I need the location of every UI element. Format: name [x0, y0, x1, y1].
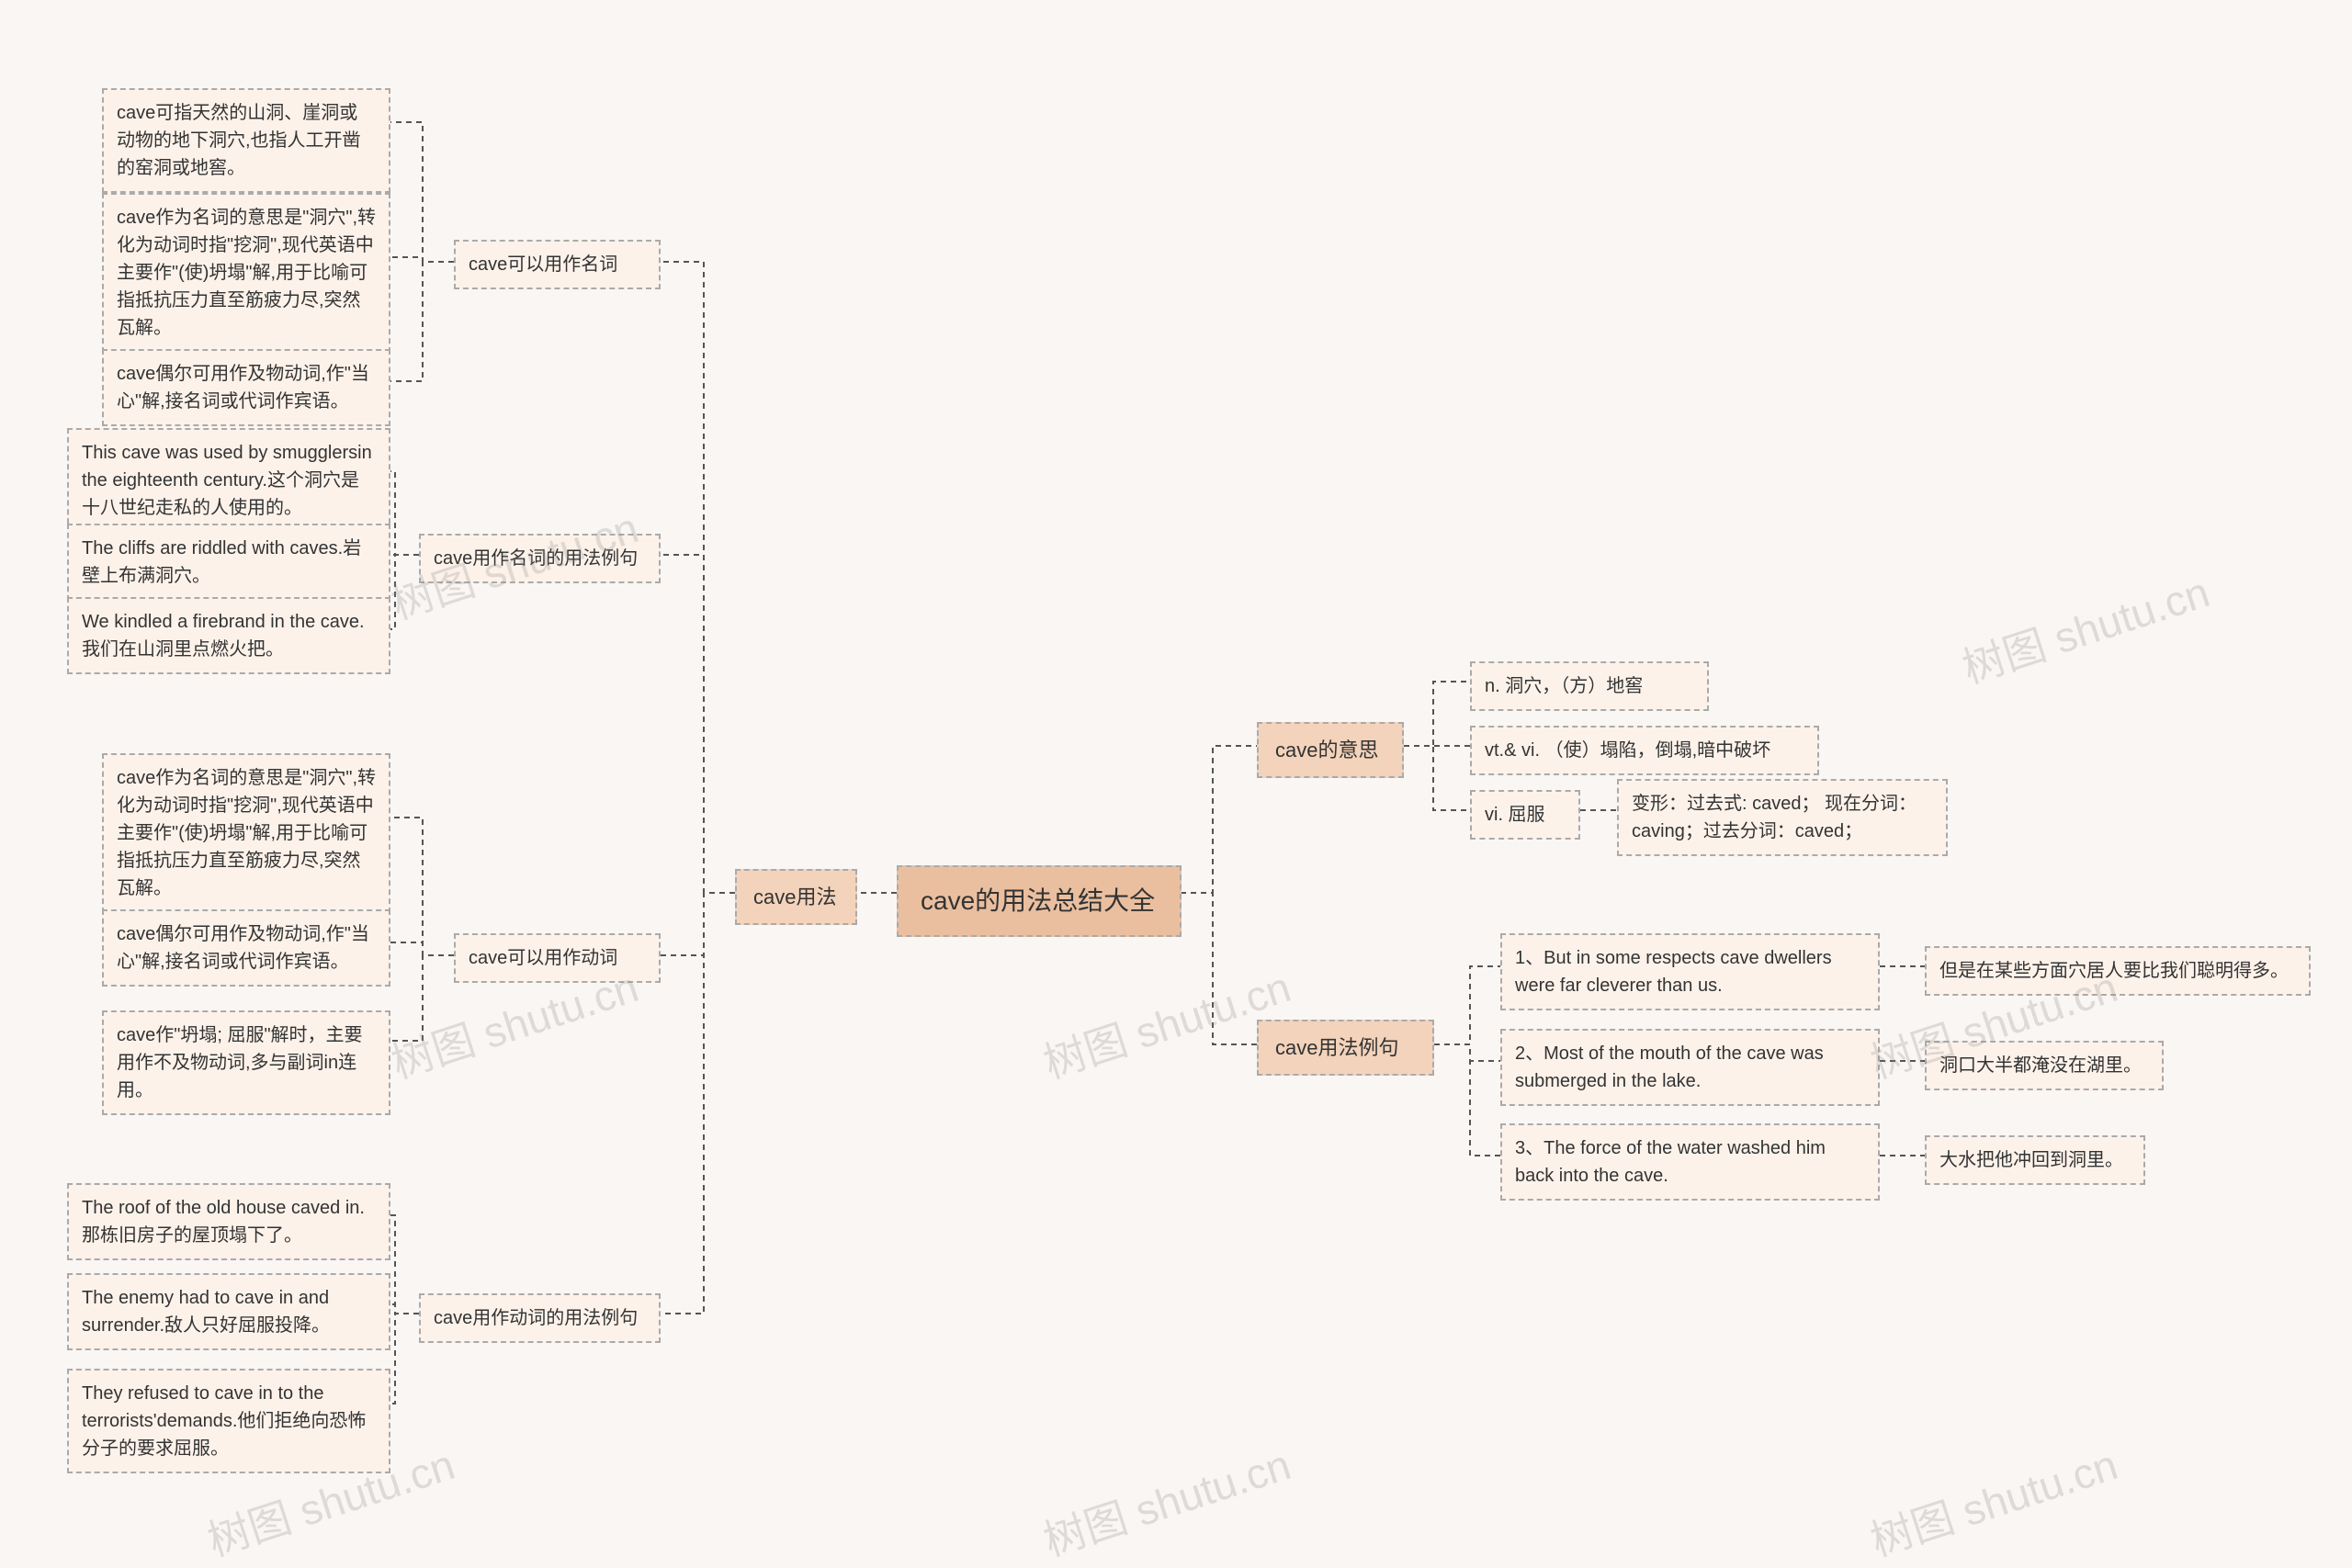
as-noun-1: cave可指天然的山洞、崖洞或动物的地下洞穴,也指人工开凿的窑洞或地窖。	[102, 88, 390, 193]
branch-usage[interactable]: cave用法	[735, 869, 857, 925]
verb-ex-2: The enemy had to cave in and surrender.敌…	[67, 1273, 390, 1350]
watermark: 树图 shutu.cn	[1862, 1432, 2124, 1568]
mindmap-canvas: cave的用法总结大全 cave的意思 n. 洞穴，（方）地窖 vt.& vi.…	[0, 0, 2352, 1507]
example-s1: 1、But in some respects cave dwellers wer…	[1500, 933, 1880, 1010]
noun-ex-3: We kindled a firebrand in the cave.我们在山洞…	[67, 597, 390, 674]
branch-meaning[interactable]: cave的意思	[1257, 722, 1404, 778]
example-s2: 2、Most of the mouth of the cave was subm…	[1500, 1029, 1880, 1106]
meaning-vi: vi. 屈服	[1470, 790, 1580, 840]
as-verb-1: cave作为名词的意思是"洞穴",转化为动词时指"挖洞",现代英语中主要作"(使…	[102, 753, 390, 913]
verb-ex-3: They refused to cave in to the terrorist…	[67, 1369, 390, 1473]
meaning-vi-sub: 变形：过去式: caved； 现在分词：caving；过去分词：caved；	[1617, 779, 1948, 856]
verb-ex-1: The roof of the old house caved in.那栋旧房子…	[67, 1183, 390, 1260]
branch-examples[interactable]: cave用法例句	[1257, 1020, 1434, 1076]
meaning-noun: n. 洞穴，（方）地窖	[1470, 661, 1709, 711]
as-noun-3: cave偶尔可用作及物动词,作"当心"解,接名词或代词作宾语。	[102, 349, 390, 426]
example-s3: 3、The force of the water washed him back…	[1500, 1123, 1880, 1201]
noun-ex-2: The cliffs are riddled with caves.岩壁上布满洞…	[67, 524, 390, 601]
watermark: 树图 shutu.cn	[1954, 559, 2216, 696]
meaning-vtvi: vt.& vi. （使）塌陷，倒塌,暗中破坏	[1470, 726, 1819, 775]
usage-noun-examples[interactable]: cave用作名词的用法例句	[419, 534, 661, 583]
noun-ex-1: This cave was used by smugglersin the ei…	[67, 428, 390, 533]
usage-as-verb[interactable]: cave可以用作动词	[454, 933, 661, 983]
usage-as-noun[interactable]: cave可以用作名词	[454, 240, 661, 289]
example-s3t: 大水把他冲回到洞里。	[1925, 1135, 2145, 1185]
watermark: 树图 shutu.cn	[1035, 1432, 1297, 1568]
root-node[interactable]: cave的用法总结大全	[897, 865, 1182, 937]
as-verb-3: cave作"坍塌; 屈服"解时，主要用作不及物动词,多与副词in连用。	[102, 1010, 390, 1115]
usage-verb-examples[interactable]: cave用作动词的用法例句	[419, 1293, 661, 1343]
example-s2t: 洞口大半都淹没在湖里。	[1925, 1041, 2164, 1090]
example-s1t: 但是在某些方面穴居人要比我们聪明得多。	[1925, 946, 2311, 996]
as-noun-2: cave作为名词的意思是"洞穴",转化为动词时指"挖洞",现代英语中主要作"(使…	[102, 193, 390, 353]
as-verb-2: cave偶尔可用作及物动词,作"当心"解,接名词或代词作宾语。	[102, 909, 390, 987]
